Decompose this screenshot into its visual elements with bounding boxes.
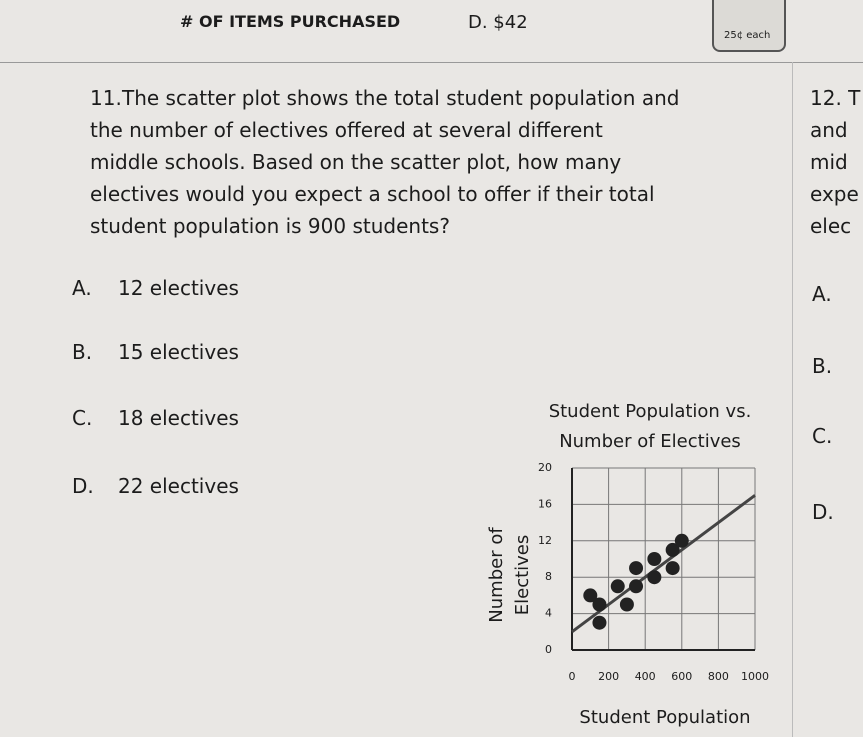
header-answer: D. $42 bbox=[468, 12, 528, 33]
point bbox=[629, 561, 644, 576]
option-letter: D. bbox=[72, 474, 94, 498]
y-tick-label: 12 bbox=[538, 534, 552, 547]
point bbox=[583, 588, 598, 603]
point bbox=[629, 579, 644, 594]
question-line: electives would you expect a school to o… bbox=[90, 182, 655, 206]
column-divider bbox=[792, 62, 793, 737]
point bbox=[592, 597, 607, 612]
x-tick-label: 600 bbox=[671, 670, 692, 683]
option-letter: C. bbox=[72, 406, 93, 430]
point bbox=[665, 542, 680, 557]
next-line: and bbox=[810, 118, 848, 142]
option-letter: B. bbox=[72, 340, 93, 364]
option-text: 12 electives bbox=[118, 276, 239, 300]
point bbox=[647, 552, 662, 566]
y-tick-label: 16 bbox=[538, 497, 552, 510]
next-line: mid bbox=[810, 150, 848, 174]
y-tick-label: 4 bbox=[545, 607, 552, 620]
question-number: 11. bbox=[90, 86, 122, 110]
y-tick-label: 20 bbox=[538, 461, 552, 474]
option-text: 15 electives bbox=[118, 340, 239, 364]
option-text: 22 electives bbox=[118, 474, 239, 498]
y-tick-label: 0 bbox=[545, 643, 552, 656]
y-axis-label: Number of bbox=[486, 527, 507, 623]
chart-title: Number of Electives bbox=[559, 431, 741, 452]
separator bbox=[0, 62, 863, 63]
x-tick-label: 800 bbox=[708, 670, 729, 683]
next-option: B. bbox=[812, 354, 833, 378]
next-option: C. bbox=[812, 424, 833, 448]
option-letter: A. bbox=[72, 276, 92, 300]
next-line: 12. T bbox=[810, 86, 861, 110]
next-option: A. bbox=[812, 282, 832, 306]
cup-label: 25¢ each bbox=[724, 30, 771, 41]
point bbox=[592, 615, 607, 630]
point bbox=[619, 597, 634, 612]
cup bbox=[712, 0, 786, 52]
next-line: expe bbox=[810, 182, 859, 206]
question-line: the number of electives offered at sever… bbox=[90, 118, 603, 142]
header-label: # OF ITEMS PURCHASED bbox=[180, 12, 401, 31]
next-line: elec bbox=[810, 214, 852, 238]
x-tick-label: 400 bbox=[635, 670, 656, 683]
point bbox=[610, 579, 625, 594]
option-text: 18 electives bbox=[118, 406, 239, 430]
y-tick-label: 8 bbox=[545, 570, 552, 583]
question-line: The scatter plot shows the total student… bbox=[122, 86, 680, 110]
point bbox=[665, 561, 680, 576]
point bbox=[674, 533, 689, 548]
x-tick-label: 1000 bbox=[741, 670, 769, 683]
x-tick-label: 0 bbox=[569, 670, 576, 683]
point bbox=[647, 570, 662, 585]
next-option: D. bbox=[812, 500, 834, 524]
y-axis-label: Electives bbox=[512, 535, 533, 616]
question-line: student population is 900 students? bbox=[90, 214, 450, 238]
chart-title: Student Population vs. bbox=[549, 401, 752, 422]
question-line: middle schools. Based on the scatter plo… bbox=[90, 150, 622, 174]
x-tick-label: 200 bbox=[598, 670, 619, 683]
x-axis-label: Student Population bbox=[579, 707, 750, 728]
